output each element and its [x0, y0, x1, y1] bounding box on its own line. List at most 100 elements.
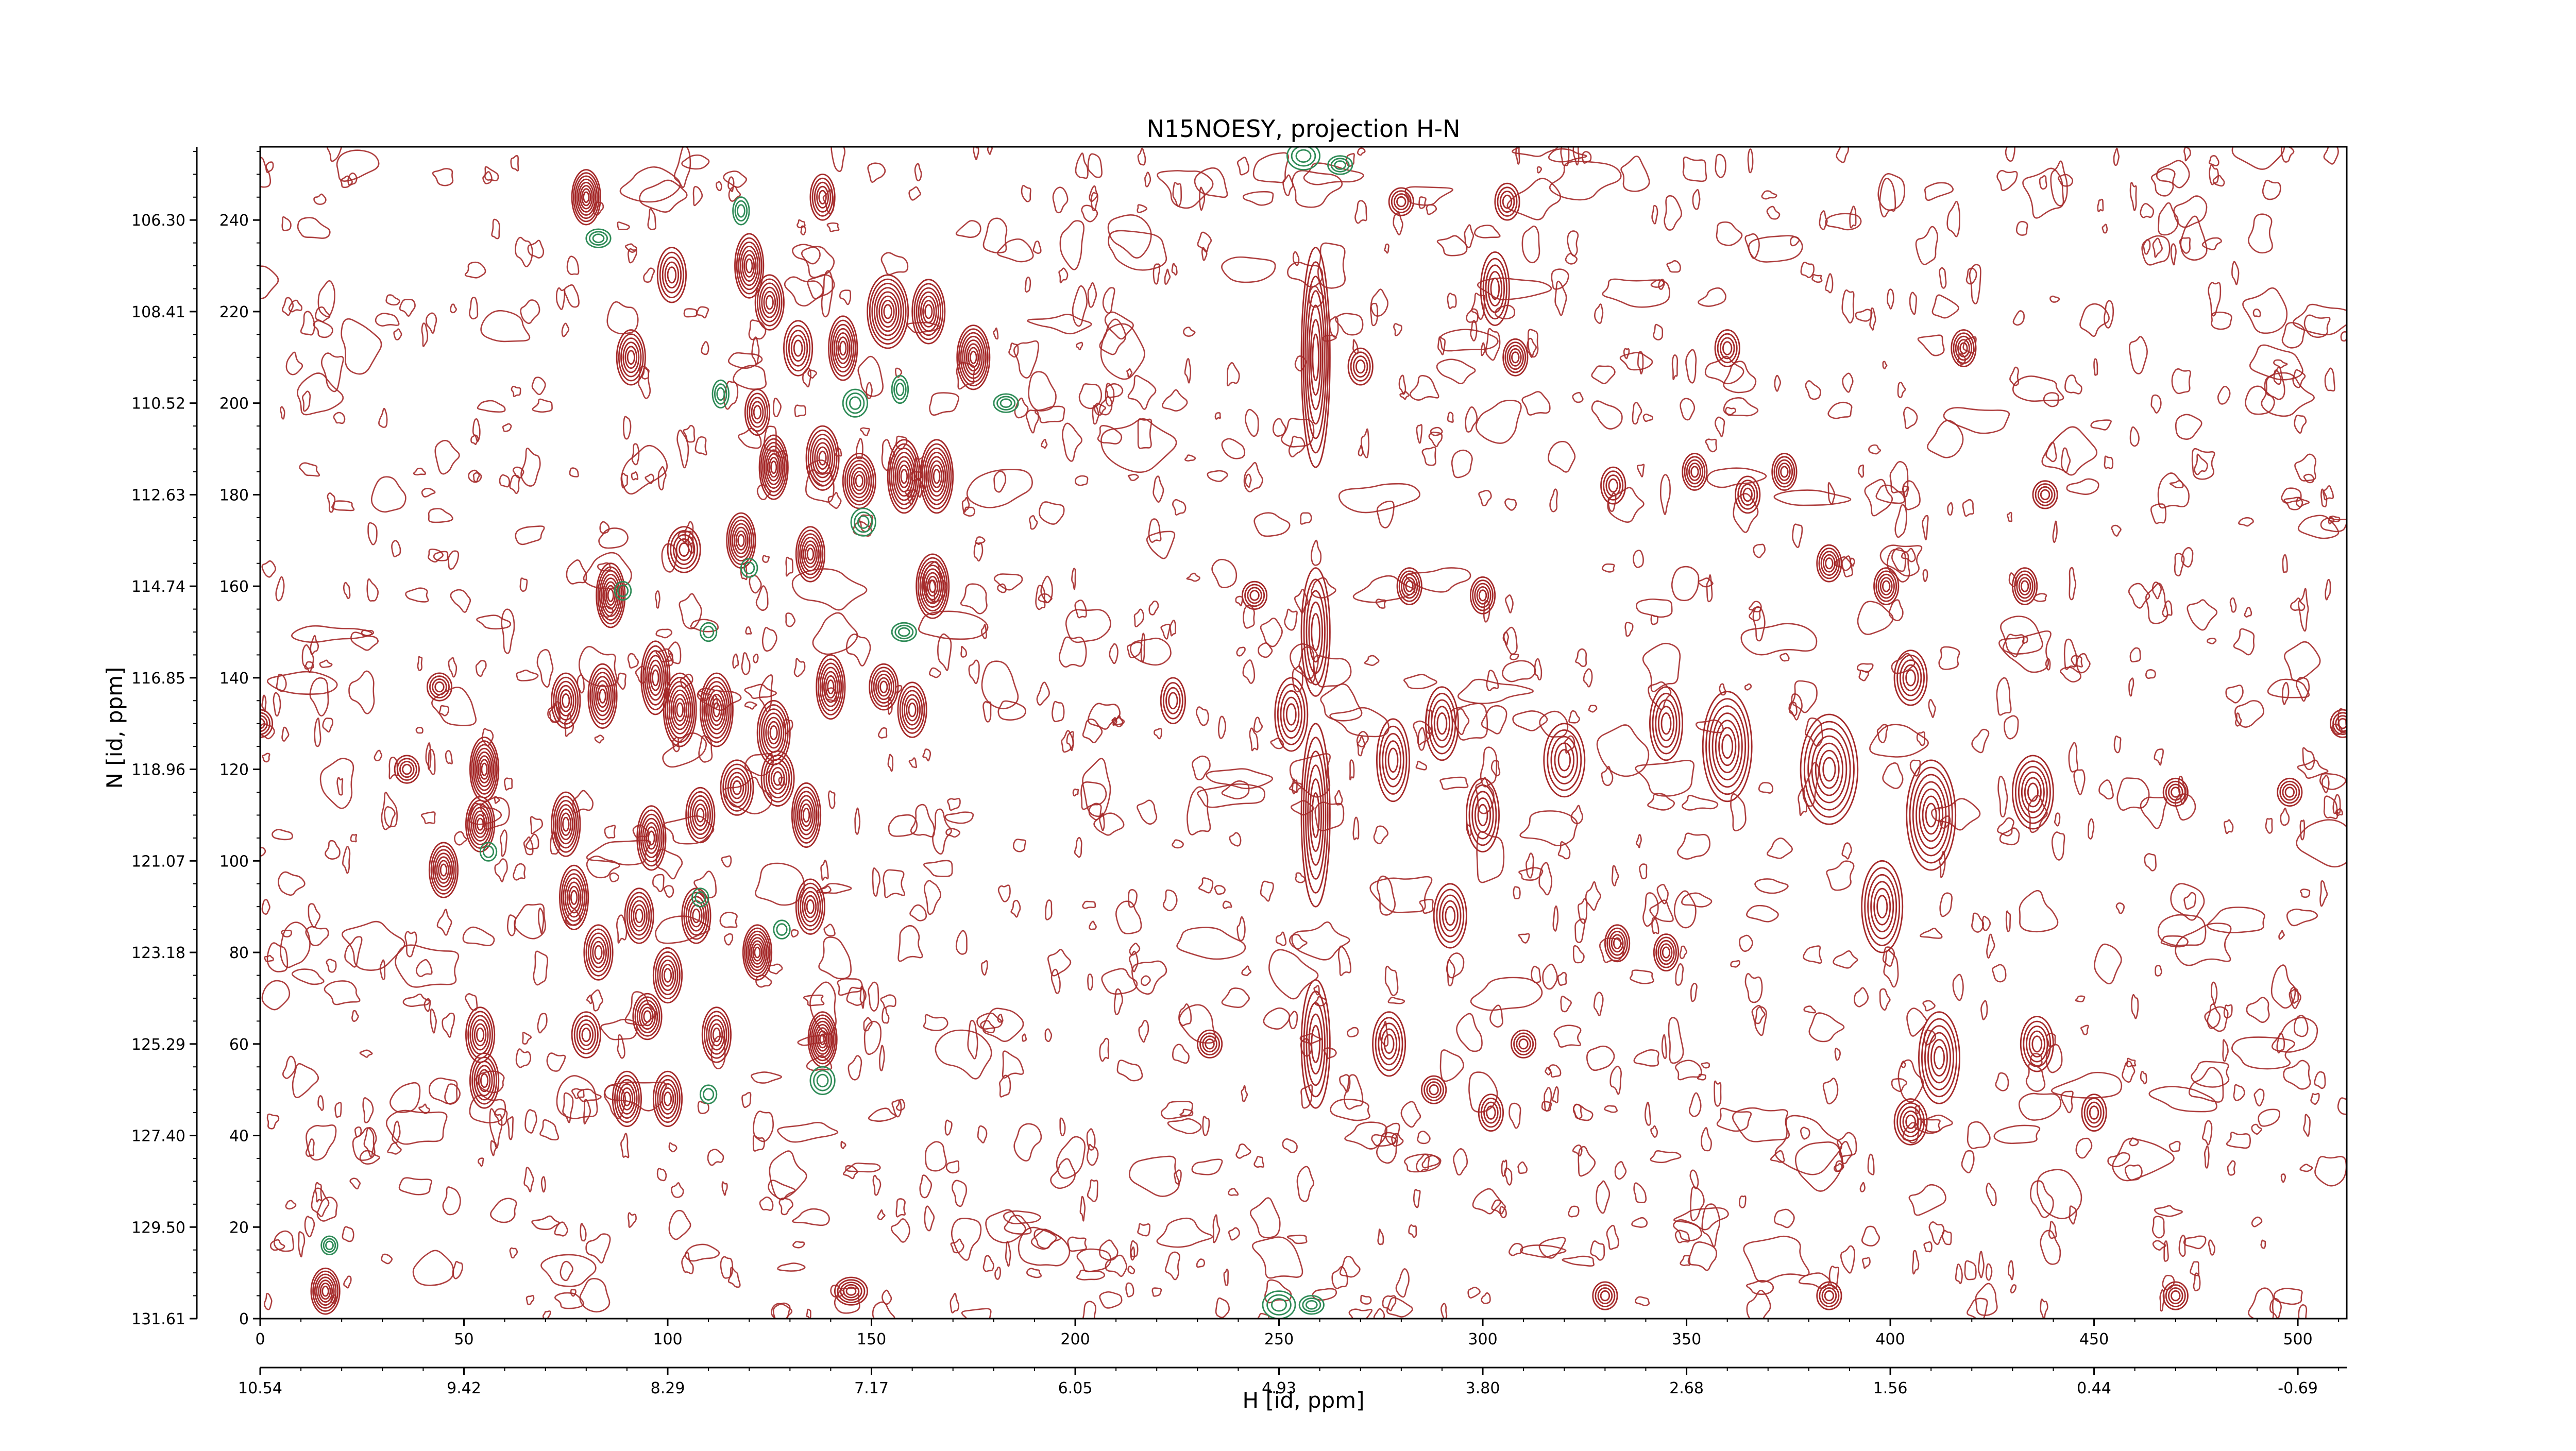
noise-contour — [888, 814, 918, 837]
noise-contour — [617, 1034, 625, 1059]
negative-contour-ring — [1295, 149, 1312, 163]
noise-contour — [778, 1197, 793, 1216]
peak-contour-ring — [1421, 1075, 1447, 1104]
noise-contour — [693, 870, 717, 899]
noise-contour — [759, 1196, 774, 1211]
peak-contour-ring — [749, 397, 766, 428]
peak-contour-ring — [620, 337, 642, 378]
noise-contour — [2162, 1274, 2175, 1290]
noise-contour — [1572, 1144, 1583, 1157]
noise-contour — [1464, 224, 1475, 248]
noise-contour — [2252, 309, 2261, 318]
noise-contour — [668, 641, 682, 664]
noise-contour — [2150, 168, 2176, 197]
peak-contour-ring — [1899, 1106, 1922, 1137]
peak-contour-ring — [665, 676, 696, 743]
peak-47 — [632, 993, 663, 1040]
noise-contour — [1505, 594, 1514, 613]
peak-contour-ring — [730, 776, 744, 799]
noise-contour — [1548, 148, 1587, 163]
peak-contour-ring — [837, 336, 849, 360]
peak-contour-ring — [641, 1006, 654, 1027]
noise-contour — [2296, 819, 2347, 868]
noise-contour — [2265, 817, 2273, 834]
noise-contour — [2131, 994, 2139, 1019]
peak-contour-ring — [476, 1065, 493, 1097]
noise-contour — [1197, 783, 1266, 808]
noise-contour — [1056, 1136, 1086, 1179]
peak-contour-ring — [2277, 777, 2303, 807]
peak-contour-ring — [573, 1015, 599, 1054]
noise-contour — [1408, 1224, 1417, 1238]
noise-contour — [1635, 598, 1673, 618]
noise-contour — [266, 942, 289, 972]
noise-contour — [785, 612, 796, 627]
peak-contour-ring — [312, 1270, 338, 1312]
peak-contour-ring — [633, 904, 646, 928]
peak-50 — [469, 1052, 500, 1109]
peak-contour-ring — [687, 791, 714, 840]
noise-contour — [2294, 453, 2317, 482]
noise-contour — [1633, 1049, 1659, 1067]
noise-contour — [1909, 292, 1917, 315]
noise-contour — [676, 429, 689, 469]
noise-contour — [622, 416, 632, 440]
peak-contour-ring — [667, 526, 701, 573]
noise-contour — [1761, 190, 1777, 200]
noise-contour — [1510, 653, 1519, 661]
noise-contour — [1384, 965, 1399, 996]
noise-contour — [981, 624, 987, 640]
peak-contour-ring — [812, 1020, 833, 1059]
noise-contour — [1668, 1017, 1684, 1064]
noise-contour — [771, 1303, 793, 1319]
peak-contour-ring — [476, 817, 484, 831]
noise-contour — [1113, 988, 1123, 1015]
noise-contour — [2191, 1061, 2230, 1088]
noise-contour — [1666, 260, 1681, 273]
noise-contour — [1221, 780, 1250, 799]
noise-contour — [982, 1008, 1024, 1043]
peak-contour-ring — [1870, 881, 1894, 933]
peak-contour-ring — [793, 787, 820, 844]
peak-contour-ring — [1162, 682, 1183, 720]
noise-contour — [2298, 588, 2309, 632]
y-point-tick-label: 160 — [219, 578, 249, 596]
peak-contour-ring — [1355, 359, 1366, 374]
noise-contour — [2223, 1004, 2233, 1019]
x-point-tick-label: 100 — [653, 1330, 682, 1348]
noise-contour — [520, 447, 541, 487]
noise-contour — [384, 806, 396, 827]
noise-contour — [2040, 1299, 2048, 1319]
noise-contour — [375, 313, 400, 327]
peak-contour-ring — [1896, 654, 1925, 702]
noise-contour — [673, 147, 691, 189]
noise-contour — [2057, 174, 2074, 187]
noise-contour — [507, 1116, 514, 1140]
peak-contour-ring — [891, 447, 918, 505]
noise-contour — [2300, 889, 2311, 898]
noise-contour — [278, 871, 306, 896]
noise-contour — [1437, 336, 1446, 355]
noise-contour — [1323, 1047, 1337, 1059]
noise-contour — [907, 321, 941, 334]
noise-contour — [2097, 198, 2104, 213]
noise-contour — [2008, 1260, 2014, 1281]
noise-contour — [351, 1010, 359, 1022]
peak-contour-ring — [763, 754, 792, 803]
noise-contour — [2124, 1164, 2143, 1181]
peak-contour-ring — [1818, 548, 1840, 579]
noise-contour — [1723, 397, 1759, 417]
peak-contour-ring — [825, 675, 837, 699]
peak-contour-ring — [2024, 777, 2042, 808]
noise-contour — [1172, 839, 1184, 849]
peak-contour-ring — [1375, 1017, 1403, 1071]
noise-contour — [1789, 693, 1803, 721]
noise-contour — [1916, 731, 1925, 746]
noise-contour — [1354, 200, 1367, 224]
noise-contour — [1457, 678, 1534, 704]
noise-contour — [2002, 634, 2025, 658]
noise-contour — [2041, 426, 2098, 476]
negative-contour-ring — [1327, 155, 1353, 175]
noise-contour — [1614, 1161, 1627, 1180]
noise-contour — [947, 798, 961, 811]
